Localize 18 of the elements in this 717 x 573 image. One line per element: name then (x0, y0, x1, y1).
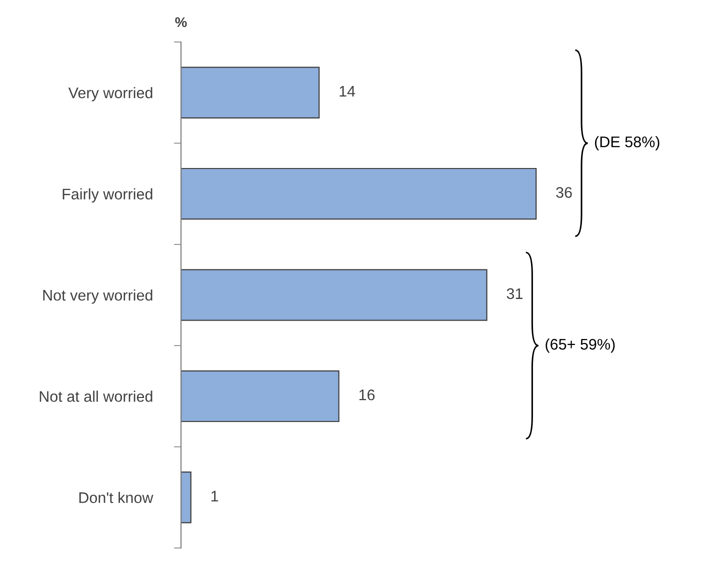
bar (181, 168, 537, 220)
y-axis-title: % (175, 17, 187, 28)
y-tick-label: Don't know (79, 492, 154, 504)
bar (181, 66, 320, 118)
data-label: 16 (359, 389, 375, 400)
text: (65+ 59%) (546, 338, 615, 353)
text: (DE 58%) (594, 136, 660, 150)
bar (181, 472, 192, 524)
data-label: 1 (211, 490, 218, 502)
y-tick-label: Fairly worried (62, 188, 152, 203)
bar (181, 370, 340, 422)
data-label: 14 (340, 86, 356, 97)
y-tick-label: Very worried (68, 87, 152, 102)
data-label: 31 (506, 288, 522, 300)
y-tick-label: Not at all worried (40, 390, 152, 402)
y-tick-label: Not very worried (43, 289, 152, 304)
data-label: 36 (556, 187, 572, 198)
bar (181, 269, 488, 321)
